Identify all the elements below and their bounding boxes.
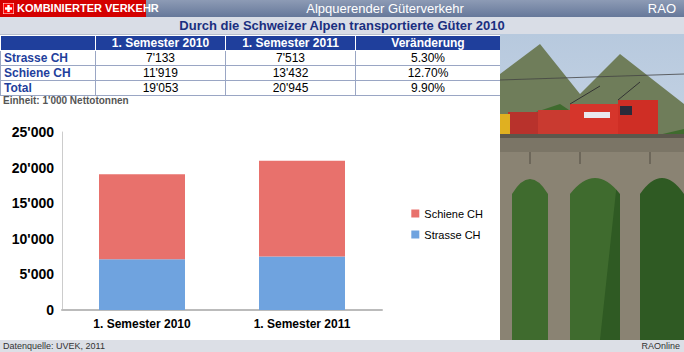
svg-text:1. Semester 2011: 1. Semester 2011 <box>254 317 351 331</box>
html-text:Schiene CH: Schiene CH <box>4 66 71 80</box>
svg-text:Schiene CH: Schiene CH <box>424 208 483 220</box>
html-text:RAO: RAO <box>647 1 676 16</box>
html-text:Durch die Schweizer Alpen tran: Durch die Schweizer Alpen transportierte… <box>179 18 505 33</box>
svg-text:1. Semester 2010: 1. Semester 2010 <box>93 317 191 331</box>
html-text:7'133: 7'133 <box>146 51 175 65</box>
svg-text:0: 0 <box>46 302 54 318</box>
html-text:9.90%: 9.90% <box>411 81 445 95</box>
html-text:7'513: 7'513 <box>276 51 305 65</box>
html-text:13'432: 13'432 <box>272 66 309 80</box>
html-text:RAOnline: RAOnline <box>641 341 680 351</box>
html-text:Strasse CH: Strasse CH <box>4 51 68 65</box>
svg-text:Strasse CH: Strasse CH <box>424 229 480 241</box>
svg-text:25'000: 25'000 <box>12 124 54 140</box>
html-text:Alpquerender Güterverkehr: Alpquerender Güterverkehr <box>306 1 464 16</box>
html-text:11'919: 11'919 <box>143 66 178 80</box>
html-text:Datenquelle: UVEK, 2011: Datenquelle: UVEK, 2011 <box>3 341 105 351</box>
html-text:12.70%: 12.70% <box>407 66 449 80</box>
html-text:1. Semester 2011: 1. Semester 2011 <box>242 36 339 50</box>
html-text:5.30%: 5.30% <box>411 51 445 65</box>
html-text:Veränderung: Veränderung <box>391 36 465 50</box>
svg-text:10'000: 10'000 <box>12 231 54 247</box>
html-text:20'945: 20'945 <box>272 81 309 95</box>
html-text:1. Semester 2010: 1. Semester 2010 <box>111 36 210 50</box>
svg-text:15'000: 15'000 <box>12 195 54 211</box>
html-text:Total: Total <box>4 81 32 95</box>
svg-text:5'000: 5'000 <box>20 266 55 282</box>
svg-text:20'000: 20'000 <box>12 160 54 176</box>
html-text:19'053: 19'053 <box>142 81 179 95</box>
html-text:KOMBINIERTER VERKEHR: KOMBINIERTER VERKEHR <box>17 2 159 14</box>
html-text:Einheit: 1'000 Nettotonnen: Einheit: 1'000 Nettotonnen <box>3 95 129 106</box>
